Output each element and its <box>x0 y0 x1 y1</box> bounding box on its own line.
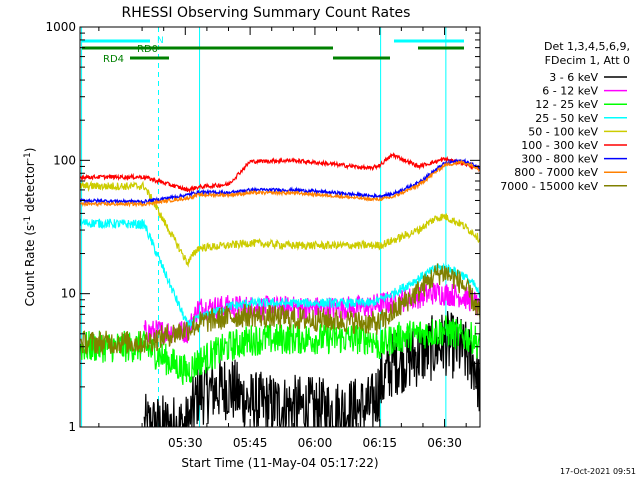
y-tick-label: 1000 <box>45 20 76 34</box>
legend-header: FDecim 1, Att 0 <box>545 54 630 67</box>
y-axis-label: Count Rate (s-1 detector-1) <box>23 148 37 307</box>
series-line-2 <box>80 315 480 385</box>
n-label: N <box>157 36 164 46</box>
x-tick-label: 06:30 <box>427 436 462 450</box>
chart-title: RHESSI Observing Summary Count Rates <box>122 5 411 21</box>
series-line-1 <box>143 282 480 345</box>
legend-label: 12 - 25 keV <box>535 98 598 111</box>
series-line-4 <box>80 180 480 268</box>
legend-label: 3 - 6 keV <box>549 71 598 84</box>
x-tick-label: 06:00 <box>298 436 333 450</box>
legend-label: 6 - 12 keV <box>542 85 598 98</box>
series-line-7 <box>80 158 480 208</box>
series-line-0 <box>143 311 480 427</box>
y-tick-label: 10 <box>61 287 76 301</box>
series-line-3 <box>80 218 480 329</box>
legend-header: Det 1,3,4,5,6,9, <box>544 40 630 53</box>
y-tick-label: 100 <box>53 153 76 167</box>
legend-label: 300 - 800 keV <box>521 153 598 166</box>
x-tick-label: 05:45 <box>233 436 268 450</box>
series-line-5 <box>80 151 480 194</box>
x-axis-label: Start Time (11-May-04 05:17:22) <box>181 456 378 470</box>
legend-label: 7000 - 15000 keV <box>500 180 598 193</box>
plot-frame <box>79 26 481 428</box>
legend-label: 800 - 7000 keV <box>514 166 598 179</box>
series-line-8 <box>80 263 480 355</box>
x-tick-label: 05:30 <box>168 436 203 450</box>
rd4-label: RD4 <box>103 54 124 65</box>
footer-date: 17-Oct-2021 09:51 <box>560 467 636 476</box>
y-tick-label: 1 <box>68 420 76 434</box>
legend-label: 50 - 100 keV <box>528 125 598 138</box>
legend-label: 100 - 300 keV <box>521 139 598 152</box>
rd0-label: RD0 <box>137 44 158 55</box>
legend-label: 25 - 50 keV <box>535 112 598 125</box>
x-tick-label: 06:15 <box>362 436 397 450</box>
